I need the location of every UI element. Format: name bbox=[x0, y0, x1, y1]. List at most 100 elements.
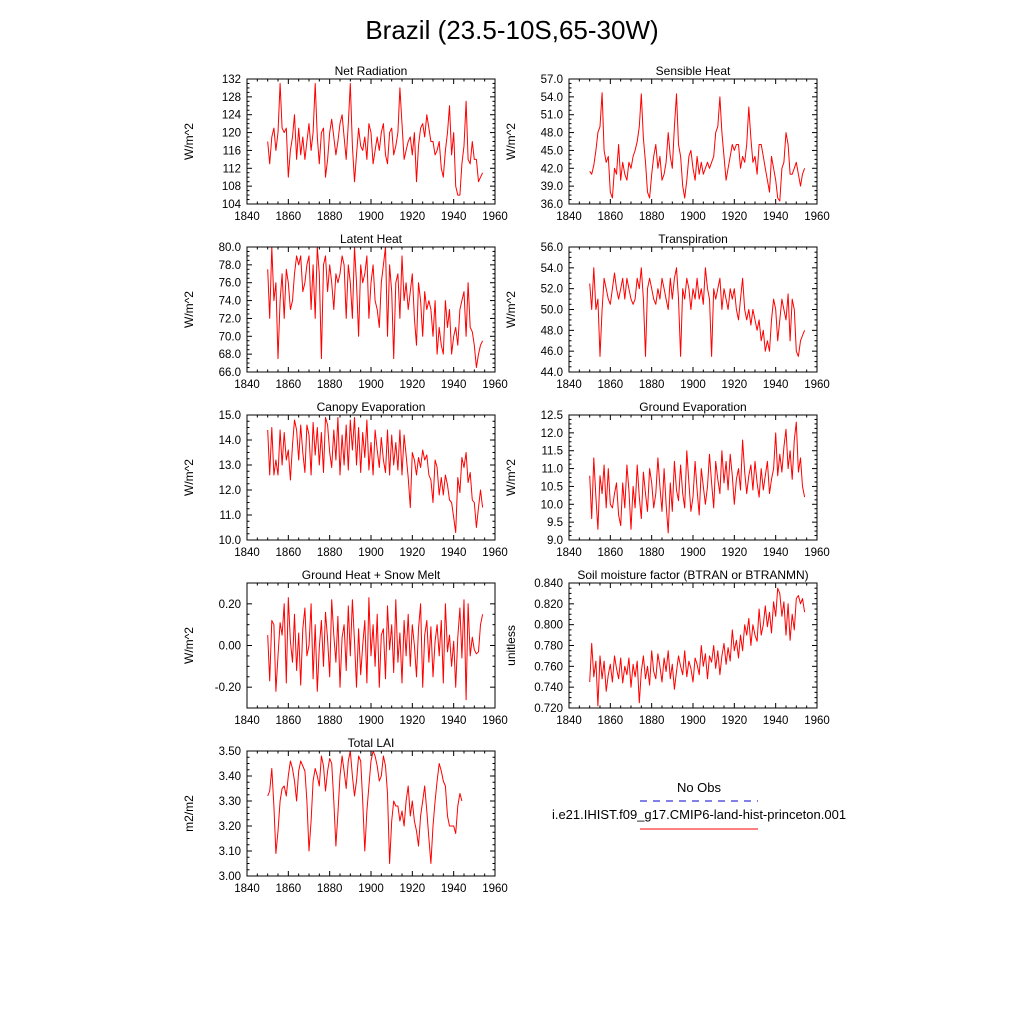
x-tick-label: 1920 bbox=[400, 547, 426, 559]
y-tick-label: 9.0 bbox=[547, 535, 563, 547]
y-tick-label: -0.20 bbox=[215, 682, 241, 694]
y-tick-label: 12.0 bbox=[219, 485, 241, 497]
panel-title: Total LAI bbox=[348, 736, 395, 750]
y-tick-label: 132 bbox=[222, 74, 241, 86]
y-tick-label: 54.0 bbox=[541, 263, 563, 275]
x-tick-label: 1840 bbox=[234, 883, 260, 895]
y-tick-label: 3.10 bbox=[219, 846, 241, 858]
panel-title: Transpiration bbox=[658, 232, 728, 246]
y-tick-label: 36.0 bbox=[541, 199, 563, 211]
panel-title: Ground Evaporation bbox=[639, 400, 746, 414]
x-tick-label: 1880 bbox=[317, 883, 343, 895]
x-tick-label: 1860 bbox=[598, 379, 624, 391]
y-tick-label: 56.0 bbox=[541, 242, 563, 254]
y-tick-label: 0.00 bbox=[219, 641, 241, 653]
plot-frame bbox=[568, 582, 818, 709]
x-tick-label: 1840 bbox=[234, 379, 260, 391]
y-tick-label: 0.800 bbox=[534, 620, 563, 632]
y-tick-label: 72.0 bbox=[219, 313, 241, 325]
y-tick-label: 0.740 bbox=[534, 682, 563, 694]
x-tick-label: 1960 bbox=[482, 715, 508, 727]
x-tick-label: 1920 bbox=[400, 379, 426, 391]
y-axis-label: W/m^2 bbox=[504, 123, 518, 160]
y-tick-label: 51.0 bbox=[541, 110, 563, 122]
y-tick-label: 3.00 bbox=[219, 871, 241, 883]
y-tick-label: 80.0 bbox=[219, 242, 241, 254]
x-tick-label: 1880 bbox=[639, 547, 665, 559]
y-axis-label: W/m^2 bbox=[504, 459, 518, 496]
x-tick-label: 1940 bbox=[763, 211, 789, 223]
x-tick-label: 1900 bbox=[680, 547, 706, 559]
plot-frame bbox=[568, 78, 818, 205]
y-tick-label: 48.0 bbox=[541, 325, 563, 337]
y-axis-label: W/m^2 bbox=[182, 123, 196, 160]
y-tick-label: 112 bbox=[223, 163, 241, 175]
y-axis-label: W/m^2 bbox=[504, 291, 518, 328]
x-tick-label: 1840 bbox=[234, 547, 260, 559]
y-tick-label: 54.0 bbox=[541, 92, 563, 104]
y-tick-label: 0.820 bbox=[534, 599, 563, 611]
panel-title: Soil moisture factor (BTRAN or BTRANMN) bbox=[577, 568, 808, 582]
x-tick-label: 1940 bbox=[441, 715, 467, 727]
y-tick-label: 42.0 bbox=[541, 163, 563, 175]
y-tick-label: 3.50 bbox=[219, 746, 241, 758]
legend-label-model-run: i.e21.IHIST.f09_g17.CMIP6-land-hist-prin… bbox=[552, 807, 846, 822]
x-tick-label: 1960 bbox=[482, 883, 508, 895]
y-tick-label: 12.0 bbox=[541, 428, 563, 440]
y-tick-label: 108 bbox=[222, 181, 241, 193]
y-tick-label: 11.0 bbox=[541, 464, 563, 476]
y-axis-label: W/m^2 bbox=[182, 291, 196, 328]
y-axis-label: unitless bbox=[504, 625, 518, 666]
x-tick-label: 1940 bbox=[441, 379, 467, 391]
x-tick-label: 1960 bbox=[482, 211, 508, 223]
x-tick-label: 1900 bbox=[680, 379, 706, 391]
series-line bbox=[267, 597, 484, 701]
x-tick-label: 1900 bbox=[680, 211, 706, 223]
y-tick-label: 66.0 bbox=[219, 367, 241, 379]
y-axis-label: m2/m2 bbox=[182, 795, 196, 832]
x-tick-label: 1840 bbox=[234, 211, 260, 223]
y-tick-label: 76.0 bbox=[219, 278, 241, 290]
x-tick-label: 1860 bbox=[276, 379, 302, 391]
y-tick-label: 74.0 bbox=[219, 296, 241, 308]
plot-frame bbox=[246, 750, 496, 877]
x-tick-label: 1960 bbox=[804, 379, 830, 391]
panel-title: Net Radiation bbox=[335, 64, 408, 78]
y-tick-label: 3.40 bbox=[219, 771, 241, 783]
legend: No Obs i.e21.IHIST.f09_g17.CMIP6-land-hi… bbox=[552, 780, 846, 830]
x-tick-label: 1840 bbox=[234, 715, 260, 727]
plot-frame bbox=[246, 582, 496, 709]
y-tick-label: 3.30 bbox=[219, 796, 241, 808]
plot-frame bbox=[568, 414, 818, 541]
panel-total-lai: Total LAI m2/m2 1840 1860 1880 1900 1920 1940 19… bbox=[182, 736, 508, 895]
panel-title: Ground Heat + Snow Melt bbox=[302, 568, 441, 582]
y-tick-label: 70.0 bbox=[219, 331, 241, 343]
x-tick-label: 1900 bbox=[680, 715, 706, 727]
x-tick-label: 1880 bbox=[639, 715, 665, 727]
x-tick-label: 1900 bbox=[358, 379, 384, 391]
y-axis-label: W/m^2 bbox=[182, 459, 196, 496]
y-tick-label: 46.0 bbox=[541, 346, 563, 358]
series-line bbox=[589, 92, 806, 202]
y-tick-label: 104 bbox=[222, 199, 242, 211]
y-tick-label: 50.0 bbox=[541, 305, 563, 317]
x-tick-label: 1860 bbox=[598, 211, 624, 223]
y-axis-label: W/m^2 bbox=[182, 627, 196, 664]
x-tick-label: 1840 bbox=[556, 379, 582, 391]
y-tick-label: 48.0 bbox=[541, 128, 563, 140]
plot-frame bbox=[568, 246, 818, 373]
series-line bbox=[267, 750, 463, 864]
y-tick-label: 12.5 bbox=[541, 410, 563, 422]
y-tick-label: 39.0 bbox=[541, 181, 563, 193]
y-tick-label: 52.0 bbox=[541, 284, 563, 296]
y-tick-label: 44.0 bbox=[541, 367, 563, 379]
x-tick-label: 1880 bbox=[317, 379, 343, 391]
y-tick-label: 0.720 bbox=[534, 703, 563, 715]
x-tick-label: 1920 bbox=[722, 379, 748, 391]
panel-ground-evaporation: Ground Evaporation W/m^2 1840 1860 1880 1900 1… bbox=[504, 400, 830, 559]
x-tick-label: 1960 bbox=[804, 547, 830, 559]
x-tick-label: 1940 bbox=[763, 379, 789, 391]
y-tick-label: 124 bbox=[222, 110, 242, 122]
